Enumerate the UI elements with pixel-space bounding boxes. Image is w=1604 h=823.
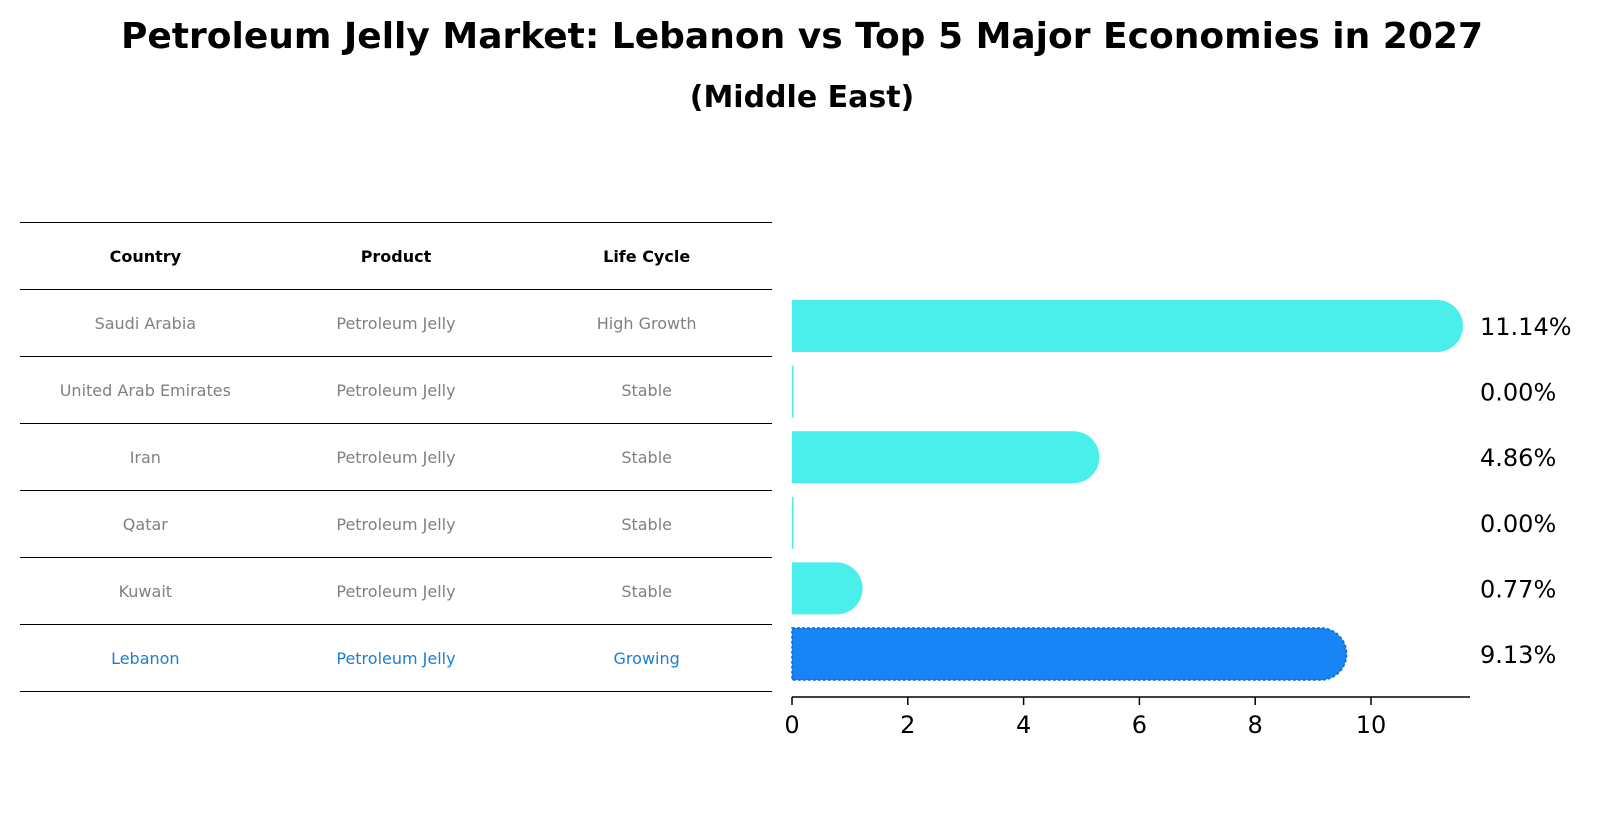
value-label: 0.77% [1480, 575, 1556, 603]
x-tick-label: 10 [1356, 711, 1387, 739]
bar-kuwait [792, 562, 863, 615]
cell-product: Petroleum Jelly [270, 356, 522, 424]
cell-life-cycle: Stable [521, 423, 772, 491]
value-label: 11.14% [1480, 313, 1572, 341]
cell-life-cycle: High Growth [521, 289, 772, 357]
value-label: 0.00% [1480, 510, 1556, 538]
cell-product: Petroleum Jelly [270, 624, 522, 692]
bar-saudi-arabia [792, 300, 1464, 352]
bar-united-arab-emirates [792, 365, 794, 418]
cell-product: Petroleum Jelly [270, 490, 522, 558]
x-tick-label: 0 [784, 711, 799, 739]
cell-life-cycle: Stable [521, 356, 772, 424]
cell-product: Petroleum Jelly [270, 289, 522, 357]
cell-country: Lebanon [20, 624, 271, 692]
bar-lebanon [791, 627, 1348, 681]
value-label: 4.86% [1480, 444, 1556, 472]
cell-country: Saudi Arabia [20, 289, 271, 357]
bar-qatar [792, 496, 794, 549]
x-tick-label: 4 [1016, 711, 1031, 739]
table-row: Saudi Arabia Petroleum Jelly High Growth [20, 289, 772, 357]
header-product: Product [270, 222, 522, 290]
x-tick-label: 2 [900, 711, 915, 739]
data-table: Country Product Life Cycle Saudi Arabia … [20, 222, 772, 692]
table-row: Qatar Petroleum Jelly Stable [20, 490, 772, 558]
value-label: 0.00% [1480, 379, 1556, 407]
cell-life-cycle: Stable [521, 490, 772, 558]
x-tick-label: 8 [1248, 711, 1263, 739]
chart-subtitle: (Middle East) [689, 80, 915, 115]
cell-life-cycle: Stable [521, 557, 772, 625]
bar-iran [792, 431, 1100, 484]
cell-life-cycle: Growing [521, 624, 772, 692]
header-country: Country [20, 222, 271, 290]
cell-country: United Arab Emirates [20, 356, 271, 424]
chart-title: Petroleum Jelly Market: Lebanon vs Top 5… [120, 16, 1483, 57]
header-life-cycle: Life Cycle [521, 222, 772, 290]
cell-country: Kuwait [20, 557, 271, 625]
table-row: United Arab Emirates Petroleum Jelly Sta… [20, 356, 772, 424]
table-row: Kuwait Petroleum Jelly Stable [20, 557, 772, 625]
table-header-row: Country Product Life Cycle [20, 222, 772, 290]
cell-country: Iran [20, 423, 271, 491]
table-row-highlighted: Lebanon Petroleum Jelly Growing [20, 624, 772, 692]
value-label: 9.13% [1480, 641, 1556, 669]
table-row: Iran Petroleum Jelly Stable [20, 423, 772, 491]
x-tick-label: 6 [1132, 711, 1147, 739]
cell-product: Petroleum Jelly [270, 423, 522, 491]
cell-country: Qatar [20, 490, 271, 558]
